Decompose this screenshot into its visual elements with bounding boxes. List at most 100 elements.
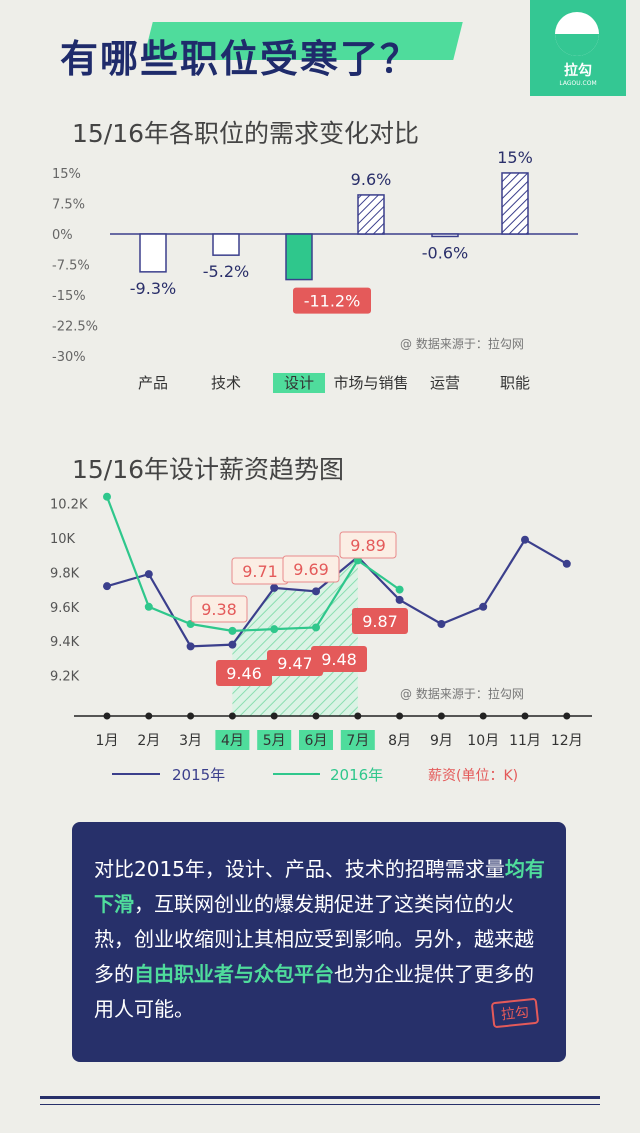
series-point [395,585,404,594]
series-point [562,559,571,568]
bar-y-tick: 0% [52,228,73,243]
callout-2016-label: 9.47 [277,654,313,673]
callout-2015-box [339,531,397,559]
month-label: 4月 [221,733,244,749]
callout-2015-label: 9.38 [201,600,237,619]
bar-y-tick: -15% [52,289,86,304]
callout-2016-box [352,608,408,634]
series-point [270,583,279,592]
month-highlight [299,730,333,750]
month-label: 7月 [346,733,369,749]
bar-value-callout [293,287,371,314]
callout-2016-box [311,646,367,672]
summary-part-2: ，互联网创业的爆发期促进了这类岗位的火热，创业收缩则让其相应受到影响。另外，越来… [94,892,534,986]
summary-highlight-1: 均有下滑 [94,857,545,916]
callout-2016-box [216,660,272,686]
bar-category-label: 设计 [284,374,314,392]
month-label: 5月 [263,733,286,749]
salary-unit-legend: 薪资(单位：K) [428,768,518,784]
bar [357,194,385,235]
month-label: 9月 [430,733,453,749]
bar-category-label: 产品 [138,374,168,392]
axis-dot [563,712,571,720]
bar-chart: 15% 7.5% 0% -7.5% -15% -22.5% -30% -9.3% 产品 -5.2%… [52,148,578,393]
callout-2015-box [282,555,340,583]
series-line [105,496,401,632]
callout-2016-label: 9.48 [321,650,357,669]
line-y-tick: 9.4K [50,635,80,650]
bar-value-label: 9.6% [351,170,392,189]
bar-category-label: 职能 [500,374,530,392]
callout-2015-label: 9.69 [293,560,329,579]
bar-value-label: -5.2% [203,262,249,281]
bar-category-label: 市场与销售 [333,374,408,392]
month-label: 2月 [137,733,160,749]
line-y-tick: 9.2K [50,670,80,685]
page-title: 有哪些职位受寒了？ [60,37,421,81]
lagou-stamp: 拉勾 [490,997,540,1029]
series-point [437,620,446,628]
line-y-tick: 10K [50,532,76,547]
bar-y-tick: -7.5% [52,259,90,274]
month-label: 11月 [509,733,541,749]
axis-dot [270,712,278,720]
line-y-tick: 10.2K [50,498,88,513]
bar [431,233,459,238]
summary-text: 对比2015年，设计、产品、技术的招聘需求量均有下滑，互联网创业的爆发期促进了这… [94,852,552,1027]
axis-dot [354,712,362,720]
bar-y-tick: 15% [52,167,81,182]
bottom-rule-thin [40,1104,600,1105]
series-point [144,570,153,579]
series-point [228,626,237,635]
month-highlight [215,730,250,750]
bar-y-tick: -22.5% [52,320,98,335]
bar-value-label: -11.2% [304,292,361,311]
summary-box: 对比2015年，设计、产品、技术的招聘需求量均有下滑，互联网创业的爆发期促进了这… [72,822,566,1062]
bar-category-label: 技术 [211,374,241,392]
callout-2015-label: 9.71 [242,562,278,581]
axis-dot [187,712,195,720]
month-label: 3月 [179,733,202,749]
line-y-tick: 9.8K [50,566,80,581]
series-point [479,602,488,611]
series-point [521,535,529,544]
axis-dot [312,712,320,720]
series-point [186,642,195,651]
axis-dot [479,712,487,720]
month-label: 12月 [551,733,583,749]
callout-2016-label: 9.46 [226,664,262,683]
axis-dot [103,712,111,720]
series-point [103,492,111,501]
axis-dot [521,712,529,720]
summary-highlight-2: 自由职业者与众包平台 [134,962,334,986]
series-point [103,582,111,591]
axis-dot [396,712,404,720]
legend-2015-label: 2015年 [172,766,225,784]
logo-subtext: LAGOU.COM [559,80,597,87]
series-point [270,625,279,634]
month-label: 6月 [305,733,328,749]
callout-2015-label: 9.89 [350,536,386,555]
bottom-rule [40,1096,600,1099]
callout-2015-box [190,595,248,623]
axis-dot [437,712,445,720]
month-highlight [340,730,375,750]
month-label: 8月 [388,733,411,749]
series-point [395,595,404,604]
legend-2016-label: 2016年 [330,766,383,784]
series-point [312,587,320,596]
bar [212,233,240,256]
series-point [312,623,320,632]
axis-dot [145,712,153,720]
month-highlight [257,730,292,750]
bar-y-tick: 7.5% [52,197,85,212]
bar-category-label: 运营 [430,374,460,392]
callout-2016-label: 9.87 [362,612,398,631]
line-chart: 10.2K 10K 9.8K 9.6K 9.4K 9.2K 9.38 9.71 9.69 9.89… [50,492,592,784]
callout-2016-box [267,650,323,676]
line-source-note: @ 数据来源于：拉勾网 [400,686,524,701]
series-point [144,602,153,611]
axis-dot [228,712,236,720]
bar-y-tick: -30% [52,350,86,365]
bar [285,233,313,281]
